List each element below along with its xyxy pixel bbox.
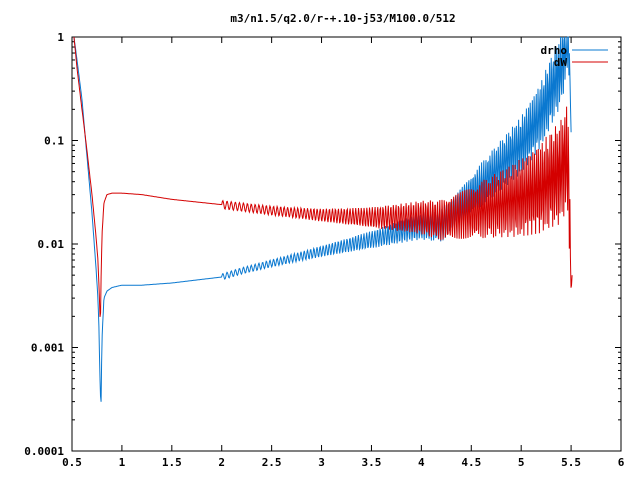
y-tick-label: 0.001 [31, 342, 64, 355]
series-line-dW [73, 36, 573, 317]
x-tick-label: 5.5 [561, 456, 581, 469]
series-layer [73, 36, 573, 402]
y-tick-label: 0.1 [44, 135, 64, 148]
chart-title: m3/n1.5/q2.0/r-+.10-j53/M100.0/512 [230, 12, 455, 25]
x-tick-label: 1 [119, 456, 126, 469]
x-tick-label: 1.5 [162, 456, 182, 469]
y-axis: 1 0.1 0.01 0.001 0.0001 [24, 31, 621, 458]
legend-label: dW [554, 56, 568, 69]
legend-label: drho [541, 44, 568, 57]
x-tick-label: 3 [318, 456, 325, 469]
x-tick-label: 2.5 [262, 456, 282, 469]
x-tick-label: 4 [418, 456, 425, 469]
x-tick-label: 2 [218, 456, 225, 469]
x-tick-label: 6 [618, 456, 625, 469]
x-tick-label: 4.5 [461, 456, 481, 469]
y-tick-label: 0.0001 [24, 445, 64, 458]
x-tick-label: 0.5 [62, 456, 82, 469]
x-tick-label: 3.5 [362, 456, 382, 469]
x-tick-label: 5 [518, 456, 525, 469]
x-axis: 0.5 1 1.5 2 2.5 3 3.5 4 4.5 5 5.5 6 [62, 37, 625, 469]
series-line-drho [73, 36, 572, 402]
y-tick-label: 0.01 [38, 238, 65, 251]
y-tick-label: 1 [57, 31, 64, 44]
